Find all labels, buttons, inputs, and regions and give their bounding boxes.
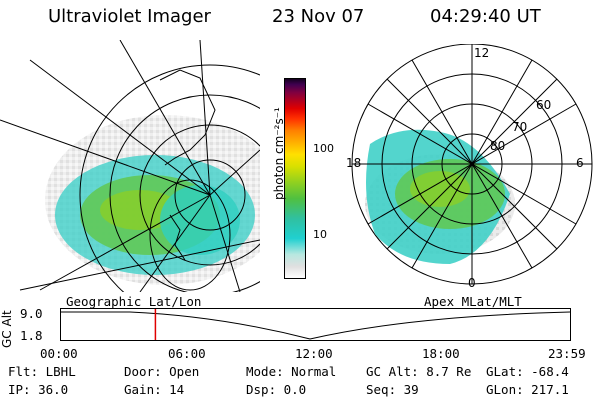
time-label: 04:29:40 UT [430,6,541,27]
lat-label-60: 60 [536,98,552,112]
info-gain: Gain: 14 [124,382,185,397]
alt-xtick-1: 06:00 [168,346,206,361]
geographic-image [0,40,260,292]
colorbar-tick-10: 10 [313,228,327,241]
info-flt: Flt: LBHL [8,364,76,379]
colorbar [284,78,306,279]
info-gcalt: GC Alt: 8.7 Re [366,364,472,379]
info-mode: Mode: Normal [246,364,337,379]
mlt-label-bottom: 0 [468,276,476,290]
alt-xtick-4: 23:59 [548,346,586,361]
mlt-label-top: 12 [474,46,490,60]
date-label: 23 Nov 07 [272,6,365,27]
alt-xtick-2: 12:00 [295,346,333,361]
info-seq: Seq: 39 [366,382,419,397]
mlt-label-right: 6 [576,156,584,170]
apex-caption: Apex MLat/MLT [424,294,522,309]
alt-plot-ylabel: GC Alt [0,310,14,348]
instrument-title: Ultraviolet Imager [48,6,211,27]
info-door: Door: Open [124,364,200,379]
alt-ytick-low: 1.8 [20,328,43,343]
info-ip: IP: 36.0 [8,382,69,397]
alt-ytick-high: 9.0 [20,306,43,321]
colorbar-unit-label: photon cm⁻²s⁻¹ [272,107,286,200]
lat-label-70: 70 [512,120,528,134]
info-glat: GLat: -68.4 [486,364,569,379]
geographic-caption: Geographic Lat/Lon [66,294,202,309]
alt-plot [60,308,571,341]
mlt-label-left: 18 [346,156,362,170]
info-glon: GLon: 217.1 [486,382,569,397]
alt-xtick-3: 18:00 [422,346,460,361]
colorbar-tick-100: 100 [313,142,334,155]
lat-label-80: 80 [490,139,506,153]
polar-image [351,44,593,285]
info-dsp: Dsp: 0.0 [246,382,307,397]
alt-xtick-0: 00:00 [40,346,78,361]
